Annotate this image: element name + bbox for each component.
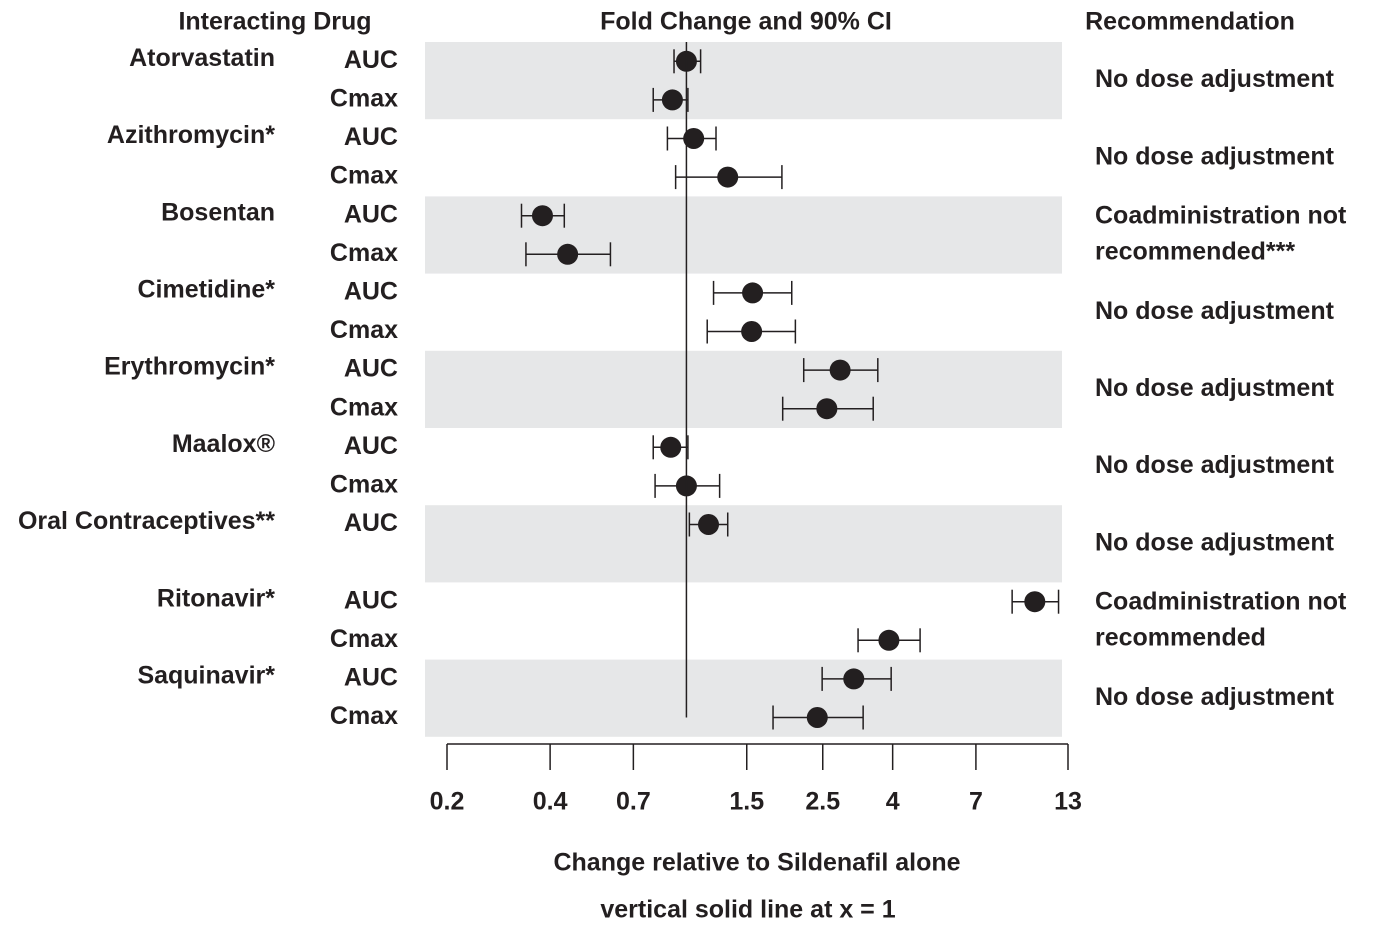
x-tick-label: 1.5 [729, 788, 764, 816]
recommendation: No dose adjustment [1095, 297, 1335, 325]
drug-label: Azithromycin* [107, 121, 275, 149]
point-estimate [661, 89, 683, 111]
recommendation: No dose adjustment [1095, 528, 1335, 556]
measure-label: Cmax [330, 316, 398, 344]
point-estimate [660, 436, 682, 458]
recommendation: No dose adjustment [1095, 451, 1335, 479]
drug-label: Erythromycin* [104, 353, 275, 381]
row-band [425, 196, 1062, 274]
recommendation: No dose adjustment [1095, 142, 1335, 170]
point-estimate [531, 205, 553, 227]
point-estimate [843, 668, 865, 690]
point-estimate [557, 243, 579, 265]
measure-label: AUC [344, 586, 398, 614]
point-estimate [816, 398, 838, 420]
recommendation: recommended [1095, 624, 1266, 652]
x-tick-label: 7 [969, 788, 983, 816]
drug-label: Maalox® [172, 430, 276, 458]
x-axis-label: Change relative to Sildenafil alone [553, 849, 960, 877]
recommendation: No dose adjustment [1095, 374, 1335, 402]
point-estimate [878, 629, 900, 651]
drug-label: Atorvastatin [129, 44, 275, 72]
measure-label: Cmax [330, 702, 398, 730]
point-estimate [1024, 591, 1046, 613]
measure-label: AUC [344, 278, 398, 306]
point-estimate [717, 166, 739, 188]
measure-label: AUC [344, 200, 398, 228]
recommendation: No dose adjustment [1095, 683, 1335, 711]
recommendation: Coadministration not [1095, 588, 1347, 616]
measure-label: AUC [344, 664, 398, 692]
measure-label: Cmax [330, 393, 398, 421]
x-tick-label: 0.7 [616, 788, 651, 816]
measure-label: AUC [344, 509, 398, 537]
measure-label: AUC [344, 46, 398, 74]
recommendation: No dose adjustment [1095, 65, 1335, 93]
drug-label: Bosentan [161, 198, 275, 226]
x-tick-label: 4 [886, 788, 900, 816]
annotation: vertical solid line at x = 1 [600, 896, 895, 924]
x-tick-label: 2.5 [805, 788, 840, 816]
x-tick-label: 0.4 [533, 788, 568, 816]
drug-header: Interacting Drug [178, 8, 371, 36]
x-tick-label: 13 [1054, 788, 1082, 816]
drug-label: Cimetidine* [137, 276, 275, 304]
measure-label: AUC [344, 123, 398, 151]
drug-label: Oral Contraceptives** [18, 507, 275, 535]
measure-label: Cmax [330, 471, 398, 499]
point-estimate [683, 128, 705, 149]
point-estimate [829, 359, 851, 381]
measure-label: AUC [344, 355, 398, 383]
row-band [425, 505, 1062, 583]
measure-label: Cmax [330, 162, 398, 190]
row-band [425, 350, 1062, 428]
point-estimate [806, 707, 828, 728]
recommendation: Coadministration not [1095, 202, 1347, 230]
bands [425, 42, 1062, 737]
drug-label: Saquinavir* [137, 662, 275, 690]
measure-label: Cmax [330, 625, 398, 653]
measure-label: AUC [344, 432, 398, 460]
row-band [425, 42, 1062, 120]
point-estimate [741, 321, 763, 342]
drug-label: Ritonavir* [157, 584, 275, 612]
measure-label: Cmax [330, 85, 398, 113]
plot-header: Fold Change and 90% CI [600, 8, 892, 36]
point-estimate [698, 514, 720, 535]
recommendation: recommended*** [1095, 238, 1295, 266]
point-estimate [742, 282, 764, 304]
measure-label: Cmax [330, 239, 398, 267]
x-tick-label: 0.2 [430, 788, 465, 816]
row-band [425, 659, 1062, 737]
recommendation-header: Recommendation [1085, 8, 1295, 36]
